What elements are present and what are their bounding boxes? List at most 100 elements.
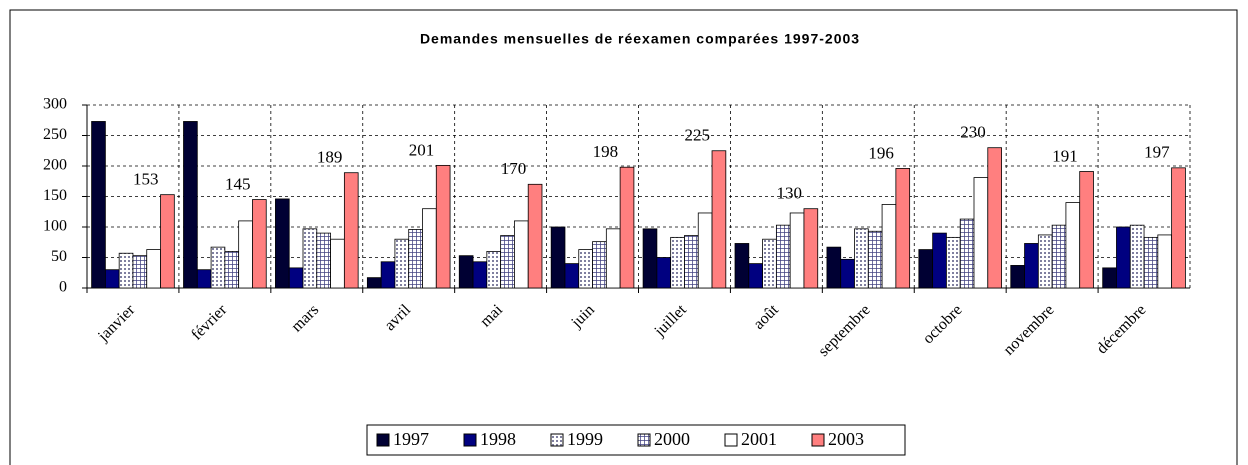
y-tick-label: 0	[59, 279, 67, 296]
bar	[1157, 234, 1173, 289]
legend-label: 2000	[654, 429, 690, 449]
bar	[238, 220, 253, 289]
bar	[118, 252, 134, 289]
data-label: 225	[685, 126, 711, 145]
bar	[422, 208, 437, 289]
bar	[104, 269, 120, 289]
y-tick-label: 300	[43, 96, 67, 113]
legend-swatch	[724, 433, 738, 447]
bar	[1065, 202, 1081, 289]
bar	[826, 246, 842, 289]
bar	[789, 212, 805, 289]
bar	[275, 198, 290, 289]
bar	[196, 269, 212, 289]
legend-label: 1998	[480, 429, 516, 449]
bar	[932, 232, 947, 289]
legend-swatch	[550, 433, 564, 447]
bar	[316, 232, 331, 289]
bar	[132, 255, 148, 289]
data-label: 153	[133, 170, 159, 189]
legend: 1997 1998 1999 2000 2001 2003	[366, 424, 906, 456]
data-label: 170	[501, 159, 527, 178]
bar	[973, 177, 989, 289]
legend-label: 2001	[741, 429, 777, 449]
bar	[514, 220, 529, 289]
bar	[288, 267, 304, 289]
bar	[881, 204, 897, 289]
data-label: 197	[1144, 143, 1170, 162]
y-tick-label: 100	[43, 218, 67, 235]
legend-swatch	[811, 433, 825, 447]
bar	[959, 218, 975, 289]
legend-label: 1997	[393, 429, 429, 449]
bar	[527, 183, 543, 289]
bar	[1010, 265, 1025, 289]
bar	[670, 236, 685, 289]
bar	[840, 258, 855, 289]
legend-swatch	[637, 433, 651, 447]
data-label: 230	[960, 123, 986, 142]
bar	[1037, 234, 1053, 289]
bar	[366, 277, 382, 289]
bar	[578, 249, 593, 289]
data-label: 201	[409, 140, 435, 159]
bar	[252, 199, 267, 289]
bar	[918, 249, 934, 289]
bar	[472, 261, 488, 289]
data-label: 189	[317, 148, 343, 167]
bar	[895, 168, 911, 289]
bar	[1116, 226, 1131, 289]
bar	[711, 150, 727, 289]
bar	[564, 263, 580, 289]
legend-swatch	[463, 433, 477, 447]
bar	[550, 226, 566, 289]
legend-swatch	[376, 433, 390, 447]
bar	[408, 229, 423, 289]
bar	[500, 235, 515, 289]
bar	[684, 235, 699, 289]
bar	[486, 250, 502, 289]
bar	[775, 224, 791, 289]
data-label: 196	[868, 143, 894, 162]
bar	[435, 164, 451, 289]
bar	[762, 238, 777, 289]
data-label: 191	[1052, 146, 1078, 165]
bar	[854, 228, 869, 289]
bar	[183, 121, 198, 289]
bar	[1129, 224, 1145, 289]
bar	[1171, 167, 1186, 289]
bar	[380, 261, 396, 289]
legend-label: 1999	[567, 429, 603, 449]
bar	[394, 238, 410, 289]
bar	[210, 246, 226, 289]
bar	[330, 238, 345, 289]
y-tick-label: 250	[43, 126, 67, 143]
legend-label: 2003	[828, 429, 864, 449]
bar	[91, 121, 106, 289]
bar	[343, 172, 359, 289]
y-tick-label: 50	[51, 248, 67, 265]
data-label: 130	[776, 184, 802, 203]
bar	[803, 208, 819, 289]
bar	[1024, 243, 1039, 289]
bar	[224, 250, 240, 289]
bar	[619, 166, 635, 289]
data-label: 198	[593, 142, 619, 161]
bar	[160, 194, 175, 289]
bar	[302, 228, 318, 289]
bar	[1051, 224, 1067, 289]
bar	[1079, 171, 1094, 289]
y-tick-label: 150	[43, 187, 67, 204]
bar	[592, 241, 607, 289]
bar	[146, 249, 161, 289]
bar	[748, 263, 763, 289]
bar	[458, 255, 474, 289]
chart-title: Demandes mensuelles de réexamen comparée…	[420, 31, 860, 47]
bar	[1143, 236, 1159, 289]
bar	[697, 212, 713, 289]
bar	[734, 243, 750, 289]
bar	[867, 230, 883, 289]
bar	[987, 147, 1002, 289]
